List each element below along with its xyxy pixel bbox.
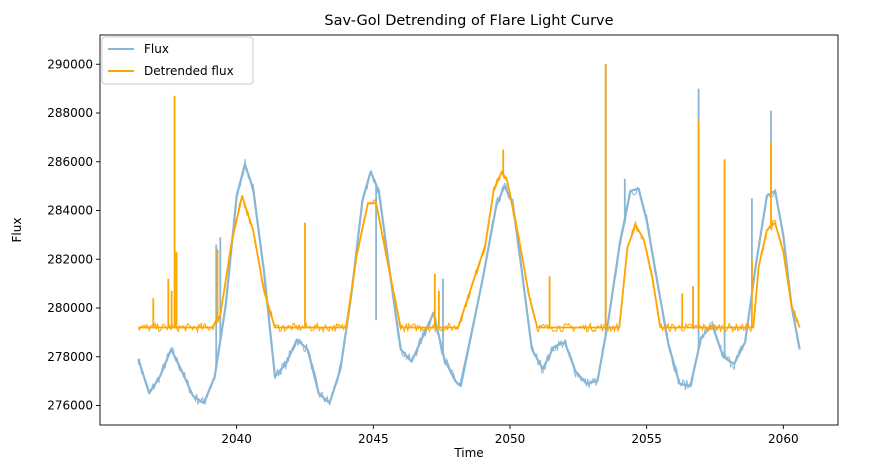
y-tick-label: 288000 bbox=[47, 106, 93, 120]
legend-box bbox=[101, 36, 254, 85]
chart-title: Sav-Gol Detrending of Flare Light Curve bbox=[324, 13, 613, 29]
legend-label-detrended: Detrended flux bbox=[144, 64, 234, 78]
series-line bbox=[137, 163, 801, 405]
x-tick-label: 2060 bbox=[768, 432, 799, 446]
x-tick-label: 2045 bbox=[358, 432, 389, 446]
y-axis: 276000 278000 280000 282000 284000 286000 2880… bbox=[47, 57, 100, 413]
plot-frame bbox=[99, 34, 839, 426]
x-tick-label: 2055 bbox=[631, 432, 662, 446]
legend-label-flux: Flux bbox=[144, 42, 169, 56]
y-tick-label: 290000 bbox=[47, 57, 93, 71]
series-noise bbox=[137, 170, 800, 334]
series-layer bbox=[137, 64, 801, 407]
y-tick-label: 276000 bbox=[47, 399, 93, 413]
series-detrended-flux bbox=[137, 64, 801, 334]
x-tick-label: 2040 bbox=[221, 432, 252, 446]
y-tick-label: 282000 bbox=[47, 252, 93, 266]
series-flux bbox=[137, 64, 801, 407]
x-axis: 2040 2045 2050 2055 2060 bbox=[221, 425, 799, 446]
series-noise bbox=[137, 158, 800, 407]
legend: Flux Detrended flux bbox=[101, 36, 254, 85]
x-tick-label: 2050 bbox=[495, 432, 526, 446]
y-tick-label: 286000 bbox=[47, 155, 93, 169]
y-tick-label: 280000 bbox=[47, 301, 93, 315]
y-tick-label: 278000 bbox=[47, 350, 93, 364]
x-axis-label: Time bbox=[453, 446, 483, 460]
y-tick-label: 284000 bbox=[47, 204, 93, 218]
y-axis-label: Flux bbox=[10, 218, 24, 243]
